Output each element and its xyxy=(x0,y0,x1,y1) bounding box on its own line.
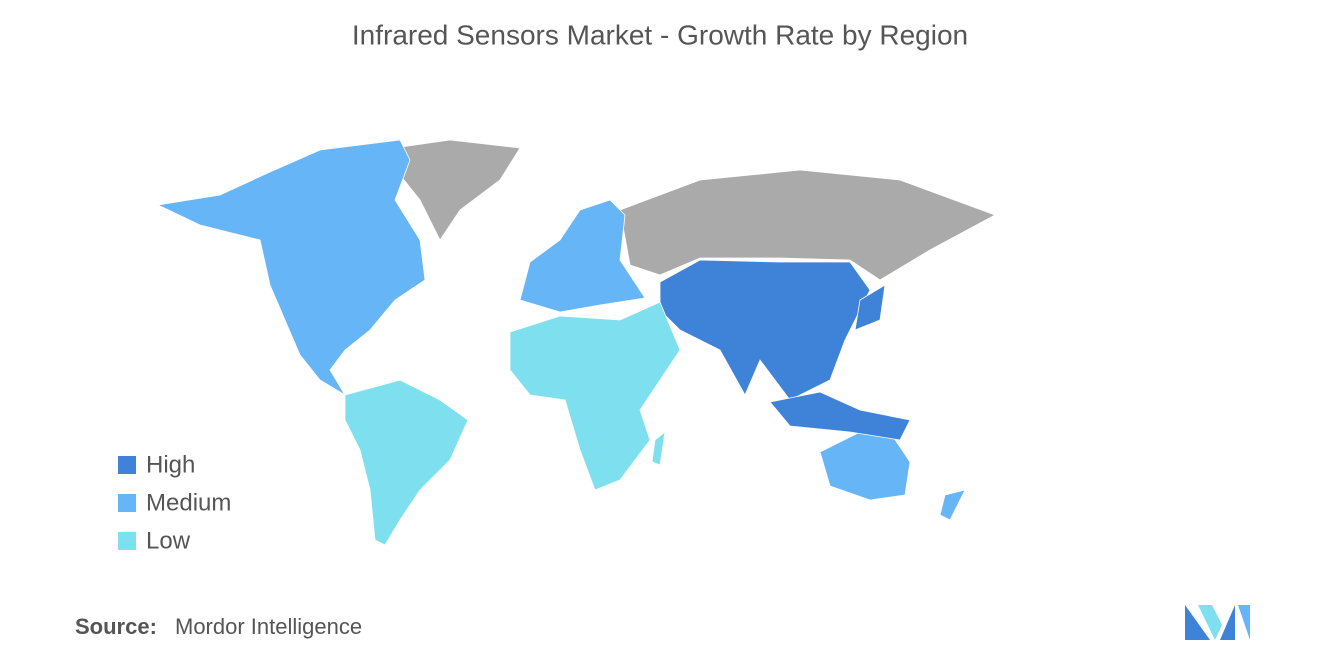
source-text: Mordor Intelligence xyxy=(175,614,362,639)
new-zealand xyxy=(939,489,966,521)
legend-swatch xyxy=(118,494,136,512)
logo xyxy=(1185,605,1250,640)
europe xyxy=(519,199,646,313)
asia xyxy=(659,259,871,401)
legend: High Medium Low xyxy=(118,451,231,554)
russia xyxy=(619,169,996,281)
legend-swatch xyxy=(118,456,136,474)
africa-middle-east xyxy=(509,301,681,491)
japan xyxy=(854,284,886,331)
legend-swatch xyxy=(118,532,136,550)
legend-label: High xyxy=(146,451,195,478)
legend-label: Low xyxy=(146,527,191,554)
australia xyxy=(819,431,911,501)
world-map xyxy=(156,139,996,546)
greenland xyxy=(379,139,521,241)
southeast-asia-islands xyxy=(769,391,911,441)
north-america xyxy=(156,139,426,396)
madagascar xyxy=(651,431,666,466)
south-america xyxy=(344,379,469,546)
legend-label: Medium xyxy=(146,489,231,516)
chart-title: Infrared Sensors Market - Growth Rate by… xyxy=(352,19,968,50)
source-label: Source: xyxy=(75,614,157,639)
